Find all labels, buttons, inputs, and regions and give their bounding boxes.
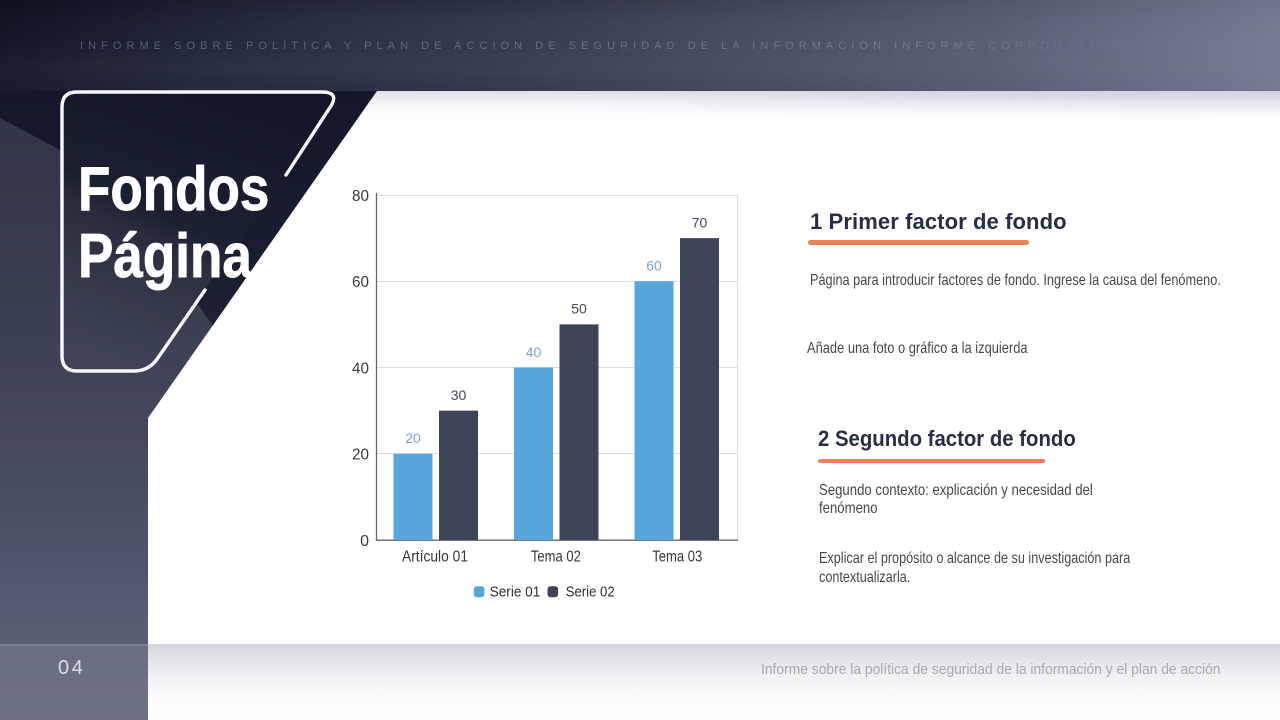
svg-text:Tema 03: Tema 03 (652, 549, 702, 566)
svg-text:0: 0 (360, 533, 369, 550)
svg-text:Serie 02: Serie 02 (566, 584, 615, 600)
svg-text:80: 80 (352, 188, 369, 205)
svg-text:30: 30 (451, 387, 467, 403)
svg-text:Serie 01: Serie 01 (490, 584, 541, 600)
svg-text:40: 40 (526, 344, 542, 360)
svg-text:60: 60 (646, 258, 662, 274)
svg-text:50: 50 (571, 301, 587, 317)
svg-text:70: 70 (692, 214, 708, 230)
svg-text:20: 20 (405, 430, 421, 446)
svg-text:Artículo 01: Artículo 01 (402, 549, 468, 566)
svg-text:40: 40 (352, 360, 369, 377)
svg-text:60: 60 (352, 274, 369, 291)
svg-text:Tema 02: Tema 02 (531, 549, 581, 566)
svg-text:20: 20 (352, 447, 369, 464)
